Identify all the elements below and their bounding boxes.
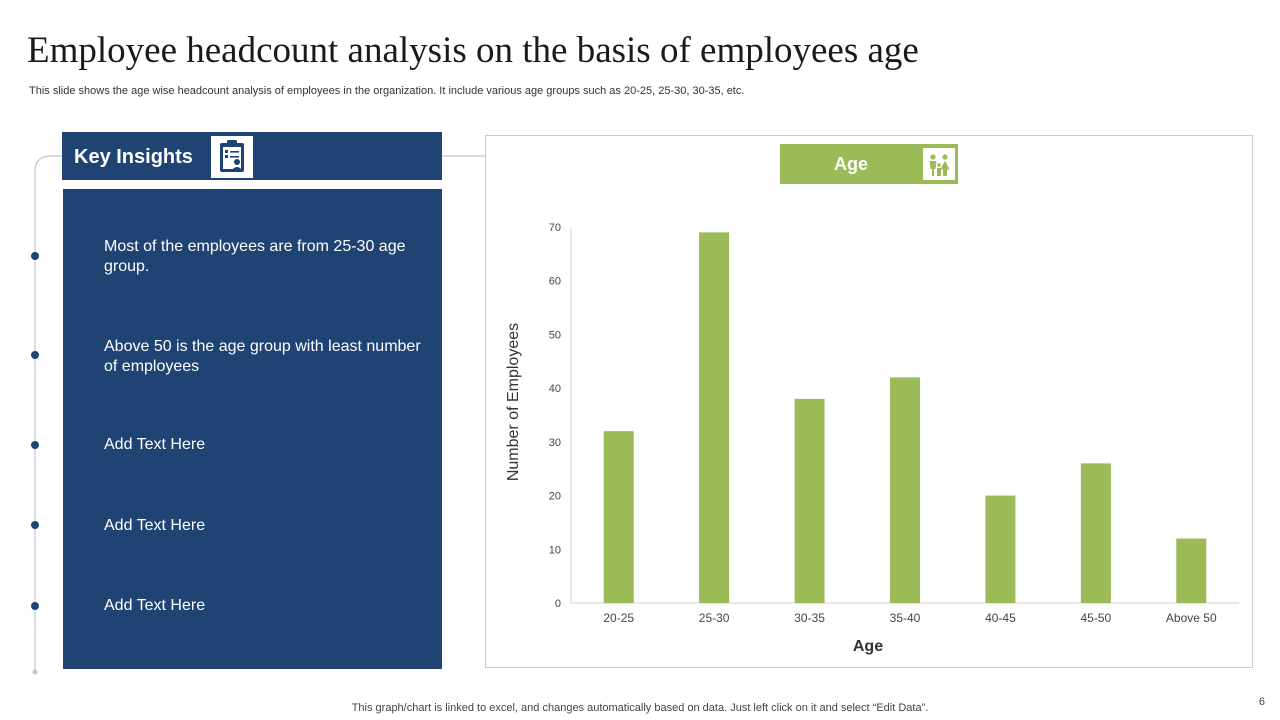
slide-subtitle: This slide shows the age wise headcount … — [29, 85, 745, 97]
footer-note: This graph/chart is linked to excel, and… — [351, 702, 929, 714]
timeline-dot — [31, 521, 39, 529]
timeline-dot — [31, 252, 39, 260]
key-insights-panel — [63, 189, 442, 669]
timeline-end-dot — [32, 669, 38, 675]
insight-4: Add Text Here — [104, 517, 206, 534]
insight-1: Most of the employees are from 25-30 age… — [104, 238, 406, 275]
key-insights-title: Key Insights — [74, 146, 193, 168]
insight-5: Add Text Here — [104, 597, 206, 614]
timeline-dot — [31, 351, 39, 359]
clipboard-people-icon — [211, 136, 253, 178]
insight-2: Above 50 is the age group with least num… — [104, 338, 421, 375]
timeline-line — [34, 155, 62, 672]
age-badge-label: Age — [833, 154, 868, 174]
chart-frame — [485, 135, 1253, 668]
age-badge: Age — [780, 144, 958, 184]
page-number: 6 — [1258, 696, 1265, 708]
slide-title: Employee headcount analysis on the basis… — [27, 30, 919, 71]
family-icon — [923, 148, 955, 180]
timeline-dot — [31, 602, 39, 610]
key-insights-header: Key Insights — [62, 132, 442, 180]
insight-3: Add Text Here — [104, 436, 206, 453]
timeline-dot — [31, 441, 39, 449]
